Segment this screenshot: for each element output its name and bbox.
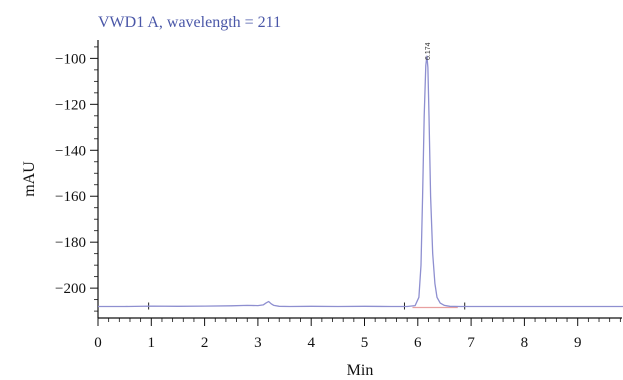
x-tick-label: 9 [574, 335, 582, 351]
x-tick-label: 1 [148, 335, 156, 351]
y-axis-title: mAU [21, 161, 38, 197]
y-tick-label: −180 [55, 235, 86, 251]
y-tick-label: −200 [55, 281, 86, 297]
series-layer [98, 55, 623, 308]
chromatogram-line [98, 55, 623, 308]
y-tick-label: −120 [55, 97, 86, 113]
y-tick-label: −160 [55, 189, 86, 205]
x-tick-label: 5 [361, 335, 369, 351]
x-tick-label: 4 [307, 335, 315, 351]
axes [97, 40, 622, 319]
y-tick-label: −140 [55, 143, 86, 159]
x-tick-label: 6 [414, 335, 422, 351]
chart-title: VWD1 A, wavelength = 211 [98, 14, 281, 31]
y-tick-label: −100 [55, 51, 86, 67]
x-tick-label: 0 [94, 335, 102, 351]
tick-group: 0 1 2 3 4 5 6 7 8 9 −100 −120 −140 −160 −180 −200 [55, 46, 621, 351]
x-tick-label: 2 [201, 335, 209, 351]
x-tick-label: 7 [467, 335, 475, 351]
peak-label: 6.174 [425, 42, 432, 60]
x-tick-label: 8 [521, 335, 529, 351]
peak-annotation: 6.174 [425, 42, 432, 60]
x-axis-title: Min [347, 362, 374, 379]
x-tick-label: 3 [254, 335, 262, 351]
